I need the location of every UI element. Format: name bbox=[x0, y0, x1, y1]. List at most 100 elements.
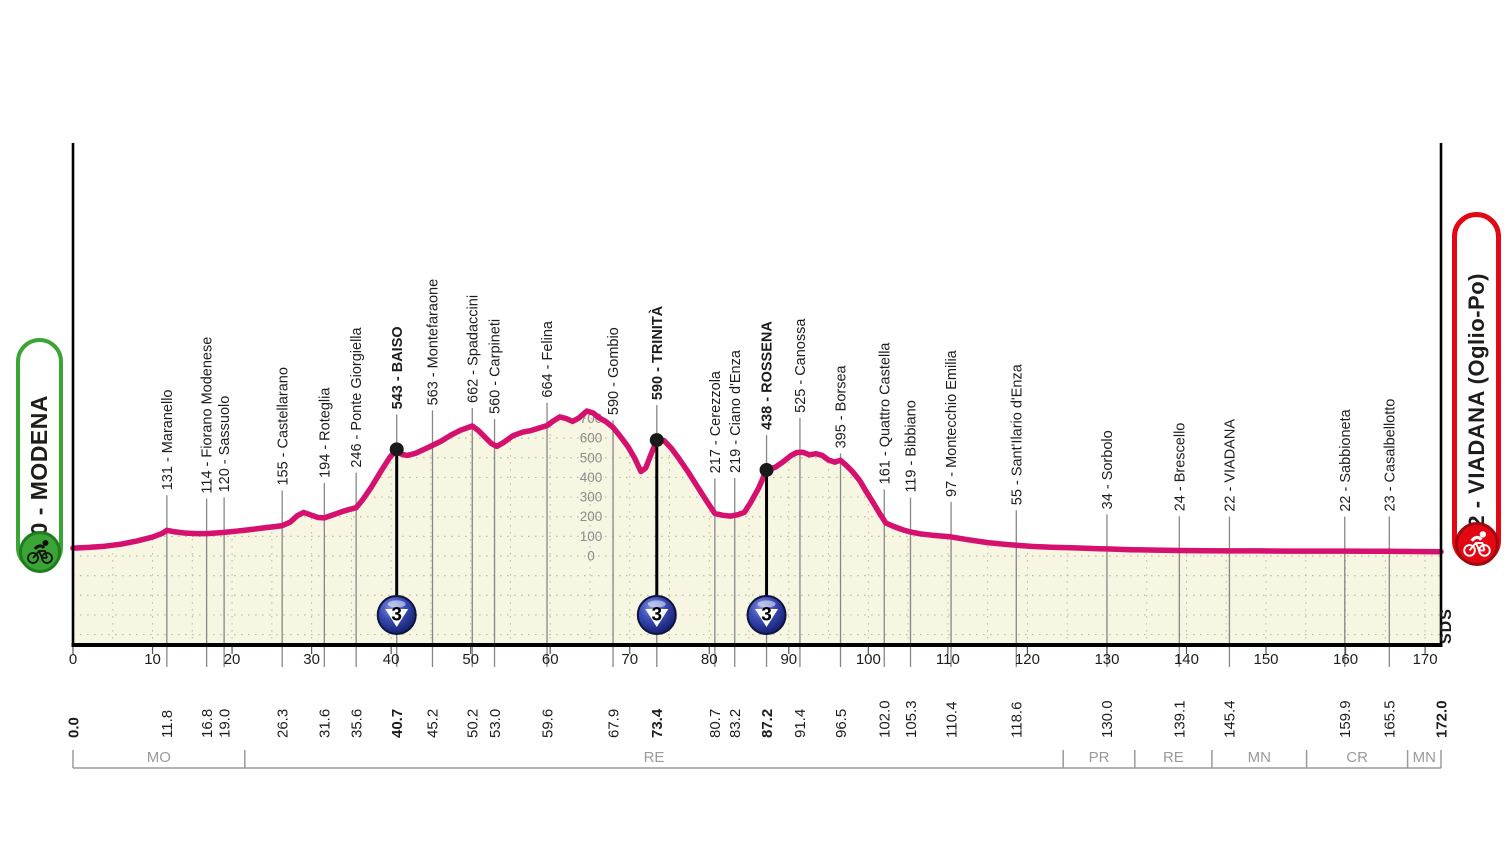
x-axis-tick-label: 20 bbox=[224, 651, 241, 668]
kom-marker: 3 bbox=[376, 442, 417, 635]
km-marker-label: 118.6 bbox=[1009, 702, 1026, 738]
elevation-scale-label: 400 bbox=[580, 470, 603, 485]
km-marker-label: 139.1 bbox=[1172, 700, 1189, 738]
km-marker-label: 67.9 bbox=[605, 709, 622, 738]
x-axis-tick-label: 90 bbox=[780, 651, 797, 668]
x-axis-tick-label: 80 bbox=[701, 651, 718, 668]
x-axis-tick-label: 160 bbox=[1333, 651, 1358, 668]
start-cyclist-icon bbox=[18, 531, 61, 573]
waypoint-label: 590 - Gombio bbox=[606, 327, 622, 415]
elevation-profile-area bbox=[73, 411, 1441, 645]
waypoint-label: 219 - Ciano d'Enza bbox=[728, 349, 744, 473]
waypoint-label: 438 - ROSSENA bbox=[760, 321, 776, 430]
kom-category-number: 3 bbox=[761, 605, 772, 626]
waypoint-label: 120 - Sassuolo bbox=[217, 396, 233, 493]
km-marker-label: 130.0 bbox=[1099, 700, 1116, 738]
kom-category-icon: 3 bbox=[746, 595, 787, 635]
waypoint-label: 22 - VIADANA bbox=[1223, 419, 1239, 512]
km-marker-label: 165.5 bbox=[1382, 700, 1399, 738]
kom-ball-highlight bbox=[387, 600, 406, 608]
artist-signature: SDS bbox=[1438, 608, 1455, 644]
waypoint-label: 161 - Quattro Castella bbox=[877, 342, 893, 485]
waypoint-label: 543 - BAISO bbox=[390, 326, 406, 409]
km-marker-label: 102.0 bbox=[877, 700, 894, 738]
kom-marker: 3 bbox=[636, 433, 677, 635]
km-marker-label: 40.7 bbox=[389, 709, 406, 738]
province-label: MO bbox=[147, 749, 171, 766]
km-marker-label: 172.0 bbox=[1433, 700, 1450, 738]
waypoint-label: 23 - Casalbellotto bbox=[1382, 399, 1398, 512]
waypoint-label: 590 - TRINITÀ bbox=[649, 305, 666, 400]
waypoint-label: 131 - Maranello bbox=[160, 390, 176, 491]
province-label: MN bbox=[1413, 749, 1436, 766]
waypoint-label: 217 - Cerezzola bbox=[708, 370, 724, 473]
waypoint-label: 560 - Carpineti bbox=[488, 319, 504, 414]
waypoint-label: 55 - Sant'Ilario d'Enza bbox=[1009, 363, 1025, 505]
waypoint-label: 119 - Bibbiano bbox=[904, 400, 920, 492]
km-marker-label: 45.2 bbox=[425, 709, 442, 738]
province-label: RE bbox=[644, 749, 665, 766]
elevation-scale-label: 500 bbox=[580, 450, 603, 465]
x-axis-tick-label: 50 bbox=[462, 651, 479, 668]
province-label: RE bbox=[1163, 749, 1184, 766]
km-marker-label: 59.6 bbox=[539, 709, 556, 738]
km-marker-label: 50.2 bbox=[465, 709, 482, 738]
kom-category-number: 3 bbox=[651, 605, 662, 626]
x-axis-tick-label: 10 bbox=[144, 651, 161, 668]
x-axis-tick-label: 140 bbox=[1174, 651, 1199, 668]
province-label: CR bbox=[1346, 749, 1368, 766]
elevation-scale-label: 600 bbox=[580, 431, 603, 446]
waypoint-label: 155 - Castellarano bbox=[275, 367, 291, 486]
x-axis-tick-label: 30 bbox=[303, 651, 320, 668]
x-axis-tick-label: 40 bbox=[383, 651, 400, 668]
waypoint-label: 563 - Montefaraone bbox=[426, 279, 442, 406]
km-marker-label: 145.4 bbox=[1222, 700, 1239, 738]
km-marker-label: 80.7 bbox=[707, 709, 724, 738]
x-axis-tick-label: 130 bbox=[1094, 651, 1119, 668]
kom-summit-dot bbox=[759, 462, 774, 477]
waypoint-label: 525 - Canossa bbox=[793, 318, 809, 413]
kom-category-icon: 3 bbox=[636, 595, 677, 635]
waypoint-label: 662 - Spadaccini bbox=[465, 295, 481, 403]
km-marker-label: 110.4 bbox=[943, 702, 960, 738]
kom-triangle bbox=[385, 609, 409, 627]
kom-ball-highlight bbox=[647, 600, 666, 608]
finish-cyclist-icon bbox=[1454, 522, 1499, 566]
km-marker-label: 16.8 bbox=[199, 709, 216, 738]
elevation-scale-label: 100 bbox=[580, 529, 603, 544]
province-label: MN bbox=[1248, 749, 1271, 766]
km-marker-label: 91.4 bbox=[792, 709, 809, 738]
waypoint-label: 246 - Ponte Giorgiella bbox=[349, 326, 365, 467]
waypoint-label: 114 - Fiorano Modenese bbox=[200, 337, 216, 494]
start-location-badge: 40 - MODENA bbox=[16, 338, 63, 573]
kom-ball-highlight bbox=[757, 600, 776, 608]
x-axis-tick-label: 110 bbox=[936, 651, 960, 668]
kom-triangle bbox=[645, 609, 669, 627]
kom-category-number: 3 bbox=[391, 605, 402, 626]
km-marker-label: 87.2 bbox=[759, 709, 776, 738]
km-marker-label: 31.6 bbox=[317, 709, 334, 738]
x-axis-tick-label: 70 bbox=[621, 651, 638, 668]
elevation-profile-line bbox=[70, 408, 1444, 555]
km-marker-label: 11.8 bbox=[159, 710, 176, 738]
km-marker-label: 159.9 bbox=[1337, 700, 1354, 738]
km-marker-label: 73.4 bbox=[649, 708, 666, 738]
km-marker-label: 53.0 bbox=[487, 709, 504, 738]
elevation-scale-label: 0 bbox=[587, 549, 595, 564]
km-marker-label: 96.5 bbox=[833, 709, 850, 738]
x-axis-tick-label: 100 bbox=[856, 651, 881, 668]
x-axis-tick-label: 0 bbox=[69, 651, 77, 668]
waypoint-label: 395 - Borsea bbox=[834, 364, 850, 448]
waypoint-label: 34 - Sorbolo bbox=[1100, 430, 1116, 509]
km-marker-label: 35.6 bbox=[348, 709, 365, 738]
x-axis-tick-label: 170 bbox=[1413, 651, 1438, 668]
kom-marker: 3 bbox=[746, 462, 787, 635]
km-marker-label: 105.3 bbox=[903, 700, 920, 738]
kom-triangle bbox=[755, 609, 779, 627]
waypoint-label: 22 - Sabbioneta bbox=[1338, 408, 1354, 511]
start-location-label: 40 - MODENA bbox=[26, 394, 52, 549]
waypoints: 131 - Maranello 114 - Fiorano Modenese 120… bbox=[160, 279, 1398, 667]
kom-category-icon: 3 bbox=[376, 595, 417, 635]
